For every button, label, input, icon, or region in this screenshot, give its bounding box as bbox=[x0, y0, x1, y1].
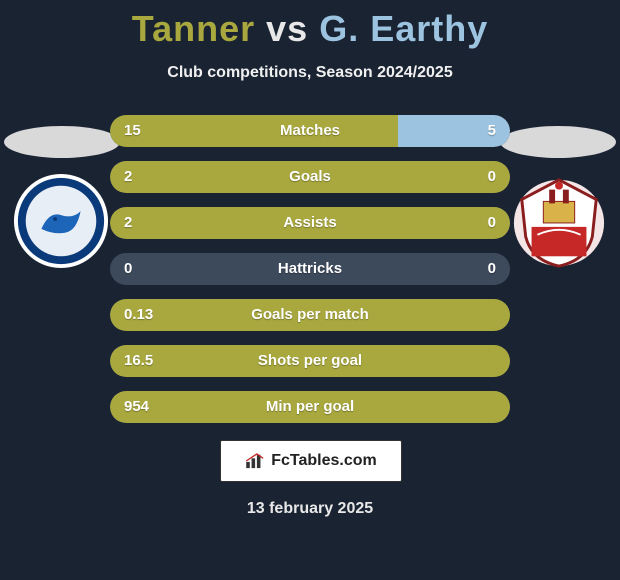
stat-row: Hattricks0 0 bbox=[0, 253, 620, 285]
stat-track: Goals2 0 bbox=[110, 161, 510, 193]
title-vs: vs bbox=[266, 8, 308, 49]
stat-track: Goals per match0.13 bbox=[110, 299, 510, 331]
stat-value-right: 0 bbox=[488, 207, 496, 239]
date-label: 13 february 2025 bbox=[0, 500, 620, 518]
stat-label: Hattricks bbox=[110, 253, 510, 285]
fctables-logo-label: FcTables.com bbox=[271, 452, 377, 470]
stat-row: Goals2 0 bbox=[0, 161, 620, 193]
stat-track: Hattricks0 0 bbox=[110, 253, 510, 285]
stat-value-right: 0 bbox=[488, 161, 496, 193]
player1-name: Tanner bbox=[132, 8, 255, 49]
stat-row: Goals per match0.13 bbox=[0, 299, 620, 331]
stat-row: Assists2 0 bbox=[0, 207, 620, 239]
stat-row: Min per goal954 bbox=[0, 391, 620, 423]
stat-label: Min per goal bbox=[110, 391, 510, 423]
stats-area: Matches155Goals20Assists20Hattricks00Goa… bbox=[0, 115, 620, 437]
stat-label: Shots per goal bbox=[110, 345, 510, 377]
stat-value-left: 954 bbox=[124, 391, 149, 423]
stat-track: Matches15 5 bbox=[110, 115, 510, 147]
page-title: Tanner vs G. Earthy bbox=[0, 8, 620, 50]
stat-row: Matches15 5 bbox=[0, 115, 620, 147]
stat-value-left: 2 bbox=[124, 161, 132, 193]
fctables-logo[interactable]: FcTables.com bbox=[220, 440, 402, 482]
player2-name: G. Earthy bbox=[319, 8, 488, 49]
fctables-logo-text: FcTables.com bbox=[245, 452, 377, 470]
stat-value-left: 15 bbox=[124, 115, 141, 147]
stat-value-left: 0 bbox=[124, 253, 132, 285]
stat-label: Goals bbox=[110, 161, 510, 193]
bar-chart-icon bbox=[245, 453, 267, 469]
stat-value-right: 5 bbox=[488, 115, 496, 147]
stat-label: Assists bbox=[110, 207, 510, 239]
stat-value-left: 0.13 bbox=[124, 299, 153, 331]
comparison-card: Tanner vs G. Earthy Club competitions, S… bbox=[0, 0, 620, 580]
stat-label: Goals per match bbox=[110, 299, 510, 331]
stat-value-left: 16.5 bbox=[124, 345, 153, 377]
subtitle: Club competitions, Season 2024/2025 bbox=[0, 64, 620, 82]
stat-value-right: 0 bbox=[488, 253, 496, 285]
stat-track: Shots per goal16.5 bbox=[110, 345, 510, 377]
stat-label: Matches bbox=[110, 115, 510, 147]
stat-value-left: 2 bbox=[124, 207, 132, 239]
stat-row: Shots per goal16.5 bbox=[0, 345, 620, 377]
stat-track: Min per goal954 bbox=[110, 391, 510, 423]
stat-track: Assists2 0 bbox=[110, 207, 510, 239]
